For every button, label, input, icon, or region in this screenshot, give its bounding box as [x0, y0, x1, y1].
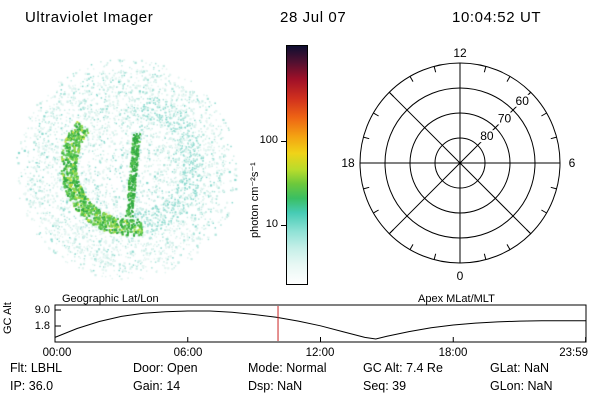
status-gain: Gain: 14 — [133, 379, 181, 393]
time-display: 10:04:52 UT — [452, 9, 542, 26]
mlt-label-6: 6 — [569, 156, 576, 170]
status-mode: Mode: Normal — [248, 361, 327, 375]
mlat-ring-label: 70 — [498, 111, 512, 125]
mlt-label-18: 18 — [341, 156, 355, 170]
ytick-high: 9.0 — [34, 304, 50, 316]
y-tickmarks — [55, 309, 61, 327]
auroral-image — [8, 32, 253, 302]
mlat-ring-label: 60 — [516, 94, 530, 108]
xtick-1200: 12:00 — [306, 347, 335, 359]
colorbar-unit-label: photon cm⁻²s⁻¹ — [249, 162, 261, 238]
mlat-ring-labels: 60 70 80 — [477, 94, 532, 143]
xtick-0600: 06:00 — [174, 347, 203, 359]
chart-frame — [54, 304, 587, 343]
status-glat: GLat: NaN — [490, 361, 550, 375]
colorbar-tickmark-1 — [281, 225, 286, 226]
app-title: Ultraviolet Imager — [25, 9, 154, 26]
ytick-low: 1.8 — [34, 320, 50, 332]
gc-alt-chart: 00:00 06:00 12:00 18:00 23:59 — [43, 304, 588, 359]
colorbar — [286, 45, 308, 285]
xtick-2359: 23:59 — [559, 347, 588, 359]
xtick-1800: 18:00 — [439, 347, 468, 359]
status-seq: Seq: 39 — [363, 379, 407, 393]
status-glon: GLon: NaN — [490, 379, 553, 393]
mlat-ring-label: 80 — [480, 129, 494, 143]
colorbar-tick-1: 10 — [265, 218, 278, 230]
status-dsp: Dsp: NaN — [248, 379, 303, 393]
status-flt: Flt: LBHL — [10, 361, 63, 375]
right-plot-caption: Apex MLat/MLT — [418, 293, 495, 305]
left-plot-caption: Geographic Lat/Lon — [62, 293, 159, 305]
mlt-hour-ticks — [360, 63, 560, 263]
colorbar-tick-0: 100 — [259, 134, 278, 146]
status-ip: IP: 36.0 — [10, 379, 54, 393]
xtick-0000: 00:00 — [43, 347, 72, 359]
colorbar-tickmark-0 — [281, 141, 286, 142]
mlt-label-12: 12 — [453, 46, 467, 60]
date-display: 28 Jul 07 — [280, 9, 347, 26]
gc-alt-curve — [54, 310, 586, 340]
status-gcalt: GC Alt: 7.4 Re — [363, 361, 443, 375]
polar-grid: 60 70 80 12 0 18 6 — [341, 46, 576, 283]
status-door: Door: Open — [133, 361, 198, 375]
mlt-label-0: 0 — [457, 269, 464, 283]
polar-rings — [359, 62, 561, 264]
x-tickmarks — [54, 337, 587, 342]
